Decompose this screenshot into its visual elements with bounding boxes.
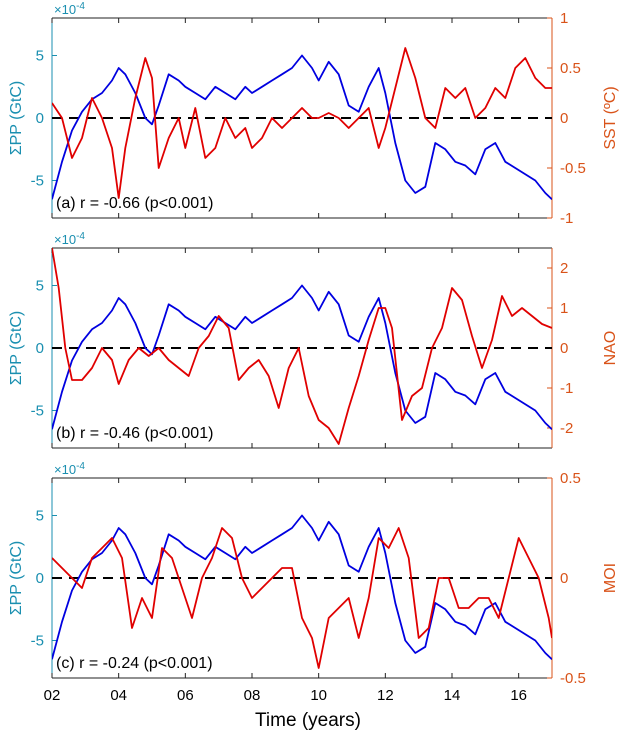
x-tick-label: 16 <box>510 687 527 704</box>
index-series-line <box>52 527 552 669</box>
series-group <box>52 248 552 445</box>
right-tick-label: 1 <box>560 300 568 317</box>
index-series-line <box>52 248 552 445</box>
left-axis-label: ΣPP (GtC) <box>8 81 25 156</box>
panel-annotation: (c) r = -0.24 (p<0.001) <box>56 655 213 672</box>
right-axis-label: SST (ºC) <box>602 86 619 149</box>
right-tick-label: 0.5 <box>560 470 581 487</box>
pp-series-line <box>52 54 552 200</box>
right-tick-label: 2 <box>560 260 568 277</box>
panel-b: -5 0 5 ×10-4 ΣPP (GtC) -2 -1 0 1 2 NAO (b) r = -0.4… <box>8 231 619 449</box>
right-tick-label: 0 <box>560 110 568 127</box>
x-tick-label: 06 <box>177 687 194 704</box>
right-tick-label: 1 <box>560 10 568 27</box>
pp-series-line <box>52 514 552 660</box>
x-tick-label: 04 <box>110 687 127 704</box>
index-series-line <box>52 47 552 199</box>
panel-annotation: (a) r = -0.66 (p<0.001) <box>56 195 213 212</box>
right-axis-label: MOI <box>602 563 619 593</box>
right-tick-label: -0.5 <box>560 160 586 177</box>
series-group <box>52 514 552 669</box>
left-tick-label: 5 <box>36 48 44 65</box>
left-axis-label: ΣPP (GtC) <box>8 311 25 386</box>
x-tick-label: 14 <box>444 687 461 704</box>
right-tick-label: -1 <box>560 210 573 227</box>
panel-a: -5 0 5 ×10-4 ΣPP (GtC) -1 -0.5 0 0.5 1 SST (ºC) (a)… <box>8 1 619 227</box>
x-tick-label: 10 <box>310 687 327 704</box>
right-tick-label: 0 <box>560 340 568 357</box>
left-axis-exponent: ×10-4 <box>54 461 85 477</box>
left-tick-label: 0 <box>36 110 44 127</box>
x-tick-label: 08 <box>244 687 261 704</box>
left-axis-label: ΣPP (GtC) <box>8 541 25 616</box>
left-tick-label: 0 <box>36 570 44 587</box>
x-tick-label: 02 <box>44 687 61 704</box>
right-axis-label: NAO <box>602 331 619 366</box>
left-axis-exponent: ×10-4 <box>54 1 85 17</box>
left-tick-label: 0 <box>36 340 44 357</box>
right-tick-label: -2 <box>560 420 573 437</box>
series-group <box>52 47 552 200</box>
right-tick-label: -0.5 <box>560 670 586 687</box>
right-tick-label: 0.5 <box>560 60 581 77</box>
panel-c: 02 04 06 08 10 12 14 16 -5 0 5 ×10-4 ΣPP (GtC) -0.5 0 0… <box>8 461 619 704</box>
panels: -5 0 5 ×10-4 ΣPP (GtC) -1 -0.5 0 0.5 1 SST (ºC) (a)… <box>8 1 619 704</box>
panel-annotation: (b) r = -0.46 (p<0.001) <box>56 425 213 442</box>
pp-series-line <box>52 284 552 430</box>
left-axis-exponent: ×10-4 <box>54 231 85 247</box>
left-tick-label: 5 <box>36 278 44 295</box>
left-tick-label: -5 <box>31 403 44 420</box>
left-tick-label: -5 <box>31 173 44 190</box>
x-axis-label: Time (years) <box>255 710 361 731</box>
left-tick-label: 5 <box>36 508 44 525</box>
right-tick-label: -1 <box>560 380 573 397</box>
x-tick-label: 12 <box>377 687 394 704</box>
right-tick-label: 0 <box>560 570 568 587</box>
left-tick-label: -5 <box>31 633 44 650</box>
